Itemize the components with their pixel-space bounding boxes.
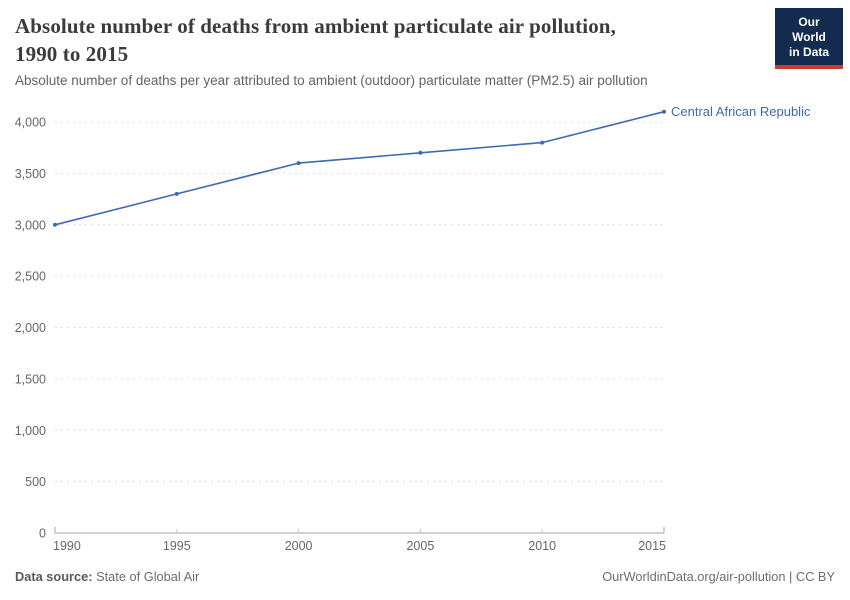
y-axis-tick-label: 0 [39, 527, 46, 541]
x-axis-tick-label: 2000 [285, 539, 313, 553]
x-axis-tick-label: 1995 [163, 539, 191, 553]
y-axis-tick-label: 4,000 [15, 116, 46, 130]
series-end-label[interactable]: Central African Republic [671, 104, 811, 119]
y-axis-tick-label: 3,000 [15, 218, 46, 232]
data-point[interactable] [540, 140, 545, 145]
data-point[interactable] [53, 222, 57, 227]
owid-logo-line1: Our World [792, 15, 826, 44]
y-axis-tick-label: 2,000 [15, 321, 46, 335]
data-source-value: State of Global Air [96, 569, 200, 584]
chart-subtitle: Absolute number of deaths per year attri… [15, 73, 648, 88]
data-point[interactable] [662, 109, 666, 114]
owid-logo[interactable]: Our World in Data [775, 8, 843, 69]
data-point[interactable] [418, 150, 423, 155]
data-point[interactable] [296, 161, 301, 166]
chart-title: Absolute number of deaths from ambient p… [15, 12, 755, 68]
y-axis-tick-label: 1,000 [15, 424, 46, 438]
owid-logo-line2: in Data [788, 45, 829, 59]
chart-title-line2: 1990 to 2015 [15, 42, 129, 66]
x-axis-tick-label: 1990 [53, 539, 81, 553]
series-line[interactable] [54, 110, 665, 226]
y-axis-tick-label: 2,500 [15, 270, 46, 284]
chart-title-line1: Absolute number of deaths from ambient p… [15, 14, 616, 38]
chart-footer: Data source: State of Global Air OurWorl… [15, 569, 835, 584]
citation-link[interactable]: OurWorldinData.org/air-pollution | CC BY [602, 569, 835, 584]
data-point[interactable] [174, 191, 179, 196]
y-axis-tick-label: 500 [25, 475, 46, 489]
line-chart: 0 500 1,000 1,500 2,000 2,500 3,000 3,500 4,000 1… [15, 104, 811, 553]
y-axis-tick-label: 3,500 [15, 167, 46, 181]
y-axis-tick-label: 1,500 [15, 372, 46, 386]
x-axis-tick-label: 2005 [406, 539, 434, 553]
x-axis-tick-label: 2015 [638, 539, 666, 553]
x-axis-tick-label: 2010 [528, 539, 556, 553]
data-source-label: Data source: [15, 569, 93, 584]
data-source: Data source: State of Global Air [15, 569, 199, 584]
